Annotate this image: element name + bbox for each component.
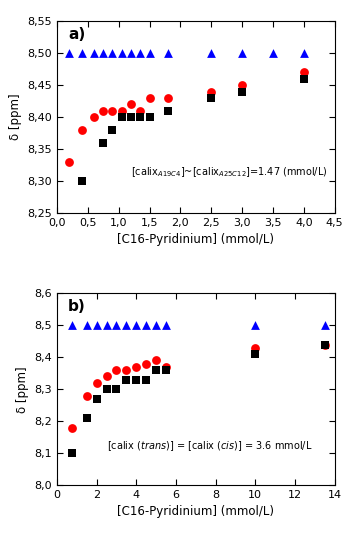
Point xyxy=(84,414,89,422)
Point xyxy=(134,375,139,384)
Point xyxy=(110,107,115,115)
Point xyxy=(119,49,125,58)
Point xyxy=(128,113,134,122)
Point xyxy=(322,321,327,329)
Point xyxy=(114,366,119,374)
Point xyxy=(110,126,115,134)
Point xyxy=(84,321,89,329)
Text: a): a) xyxy=(68,27,85,42)
Point xyxy=(79,177,85,185)
Point xyxy=(208,87,214,96)
Point xyxy=(69,449,75,457)
Point xyxy=(134,362,139,371)
Point xyxy=(104,321,109,329)
Point xyxy=(322,340,327,349)
X-axis label: [C16-Pyridinium] (mmol/L): [C16-Pyridinium] (mmol/L) xyxy=(117,233,274,246)
Point xyxy=(79,126,85,134)
Point xyxy=(239,87,245,96)
Point xyxy=(153,321,159,329)
Point xyxy=(239,49,245,58)
Point xyxy=(91,113,97,122)
Point xyxy=(137,107,143,115)
Point xyxy=(165,49,171,58)
Point xyxy=(124,321,129,329)
Y-axis label: δ [ppm]: δ [ppm] xyxy=(9,94,22,140)
Point xyxy=(144,375,149,384)
Point xyxy=(253,321,258,329)
Point xyxy=(301,68,307,77)
Point xyxy=(119,107,125,115)
X-axis label: [C16-Pyridinium] (mmol/L): [C16-Pyridinium] (mmol/L) xyxy=(117,505,274,519)
Point xyxy=(137,49,143,58)
Point xyxy=(100,107,106,115)
Point xyxy=(114,385,119,393)
Point xyxy=(67,49,72,58)
Point xyxy=(94,378,99,387)
Point xyxy=(124,366,129,374)
Point xyxy=(128,100,134,109)
Point xyxy=(128,49,134,58)
Point xyxy=(69,321,75,329)
Point xyxy=(165,94,171,102)
Point xyxy=(165,107,171,115)
Point xyxy=(114,321,119,329)
Point xyxy=(301,49,307,58)
Point xyxy=(270,49,276,58)
Point xyxy=(91,49,97,58)
Point xyxy=(163,321,169,329)
Point xyxy=(67,158,72,166)
Point xyxy=(84,391,89,400)
Point xyxy=(147,94,152,102)
Point xyxy=(208,49,214,58)
Point xyxy=(253,350,258,358)
Point xyxy=(119,113,125,122)
Point xyxy=(94,394,99,403)
Point xyxy=(100,139,106,147)
Point xyxy=(153,356,159,365)
Point xyxy=(144,359,149,368)
Point xyxy=(134,321,139,329)
Text: b): b) xyxy=(68,299,86,314)
Point xyxy=(147,49,152,58)
Point xyxy=(100,49,106,58)
Text: [calix ($\mathit{trans}$)] = [calix ($\mathit{cis}$)] = 3.6 mmol/L: [calix ($\mathit{trans}$)] = [calix ($\m… xyxy=(107,439,312,453)
Point xyxy=(163,366,169,374)
Point xyxy=(208,94,214,102)
Point xyxy=(110,49,115,58)
Point xyxy=(239,81,245,90)
Point xyxy=(137,113,143,122)
Point xyxy=(322,340,327,349)
Text: [calix$_{A19C4}$]~[calix$_{A25C12}$]=1.47 (mmol/L): [calix$_{A19C4}$]~[calix$_{A25C12}$]=1.4… xyxy=(131,165,328,179)
Point xyxy=(79,49,85,58)
Point xyxy=(124,375,129,384)
Y-axis label: δ [ppm]: δ [ppm] xyxy=(16,366,29,413)
Point xyxy=(104,385,109,393)
Point xyxy=(253,343,258,352)
Point xyxy=(147,113,152,122)
Point xyxy=(104,372,109,381)
Point xyxy=(94,321,99,329)
Point xyxy=(301,75,307,83)
Point xyxy=(144,321,149,329)
Point xyxy=(163,362,169,371)
Point xyxy=(69,423,75,432)
Point xyxy=(153,366,159,374)
